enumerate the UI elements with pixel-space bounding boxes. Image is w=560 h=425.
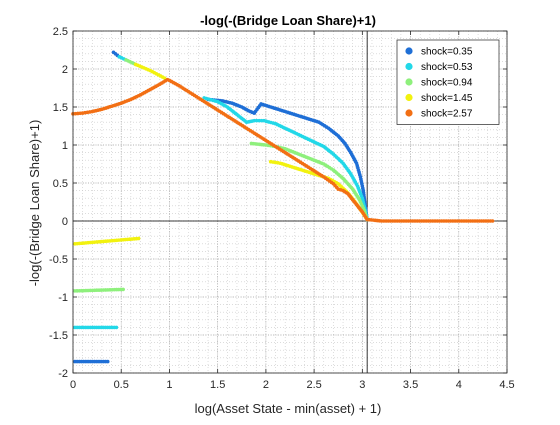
x-tick-label: 2.5 [306, 379, 321, 391]
legend: shock=0.35 shock=0.53 shock=0.94 shock=1.45… [396, 39, 500, 125]
data-point [105, 359, 110, 364]
x-tick-label: 1 [166, 379, 172, 391]
series-5 [71, 77, 495, 223]
y-tick-label: 0.5 [53, 178, 68, 190]
data-point [490, 219, 495, 223]
series-layer [71, 50, 495, 364]
x-tick-label: 0 [70, 379, 76, 391]
x-axis-label: log(Asset State - min(asset) + 1) [195, 401, 382, 416]
y-tick-label: 2 [62, 64, 68, 76]
y-tick-label: 1 [62, 140, 68, 152]
y-axis-ticks: -2 -1.5 -1 -0.5 0 0.5 1 1.5 2 2.5 [49, 26, 507, 380]
data-point [136, 236, 141, 241]
x-tick-label: 4.5 [499, 379, 514, 391]
axes-box [72, 30, 508, 374]
legend-box [396, 39, 500, 125]
x-tick-label: 0.5 [114, 379, 129, 391]
minor-grid [72, 30, 508, 374]
chart-title: -log(-(Bridge Loan Share)+1) [200, 13, 376, 28]
legend-marker [405, 109, 413, 117]
y-axis-label: -log(-(Bridge Loan Share)+1) [27, 120, 42, 287]
legend-marker [405, 47, 413, 55]
y-tick-label: 0 [62, 216, 68, 228]
legend-label: shock=0.53 [421, 62, 473, 73]
axes-frame [72, 30, 508, 374]
x-tick-label: 1.5 [210, 379, 225, 391]
x-tick-label: 3.5 [403, 379, 418, 391]
legend-label: shock=0.35 [421, 47, 473, 58]
data-point [121, 287, 125, 292]
legend-marker [405, 78, 413, 86]
y-tick-label: -1 [58, 292, 68, 304]
legend-label: shock=1.45 [421, 93, 473, 104]
y-tick-label: 1.5 [53, 102, 68, 114]
data-point [114, 325, 119, 330]
y-tick-label: -0.5 [49, 254, 68, 266]
x-axis-ticks: 0 0.5 1 1.5 2 2.5 3 3.5 4 4.5 [70, 31, 515, 391]
legend-marker [405, 62, 413, 71]
y-tick-label: 2.5 [53, 26, 68, 38]
legend-label: shock=0.94 [421, 78, 473, 89]
y-tick-label: -1.5 [49, 330, 68, 342]
legend-marker [405, 93, 413, 102]
x-tick-label: 4 [456, 379, 462, 391]
series-2 [73, 55, 369, 330]
y-tick-label: -2 [58, 368, 68, 380]
legend-label: shock=2.57 [421, 109, 473, 120]
x-tick-label: 2 [263, 379, 269, 391]
x-tick-label: 3 [359, 379, 365, 391]
